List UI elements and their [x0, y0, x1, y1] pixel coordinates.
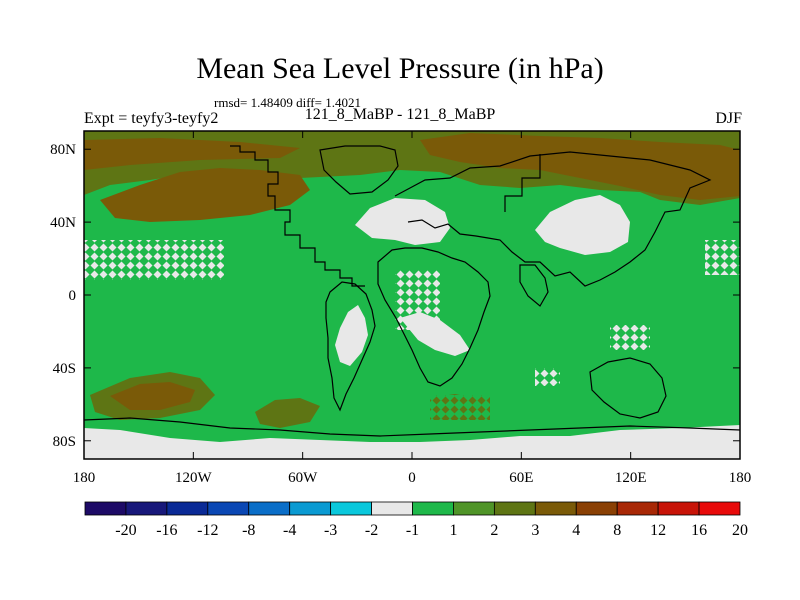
colorbar-label: 16 — [691, 522, 707, 539]
south-olive-speckle — [430, 395, 490, 420]
colorbar-label: 12 — [650, 522, 666, 539]
north-brown-region-1 — [420, 133, 740, 200]
center-subtitle: 121_8_MaBP - 121_8_MaBP — [304, 106, 496, 123]
madagascar-white-speckle — [535, 368, 560, 386]
colorbar-label: 1 — [449, 522, 457, 539]
colorbar-label: 2 — [490, 522, 498, 539]
south-america-white-patch — [335, 305, 368, 366]
north-brown-region-2 — [100, 168, 310, 222]
east-pacific-white-speckle — [705, 240, 740, 275]
colorbar-label: 20 — [732, 522, 748, 539]
colorbar-swatch — [575, 501, 618, 516]
y-tick-label: 40N — [50, 215, 76, 231]
x-tick-label: 60W — [288, 470, 318, 486]
colorbar-label: -12 — [197, 522, 218, 539]
north-america-outline — [230, 145, 365, 287]
eurasia-outline — [394, 151, 712, 287]
x-tick-label: 120E — [615, 470, 647, 486]
colorbar-swatch — [698, 501, 741, 516]
experiment-label: Expt = teyfy3-teyfy2 — [84, 110, 219, 127]
australia-outline — [589, 357, 667, 419]
y-tick-label: 80S — [53, 434, 76, 450]
south-atlantic-olive-region — [255, 398, 320, 428]
colorbar-label: -1 — [406, 522, 419, 539]
south-america-outline — [325, 281, 376, 412]
africa-outline — [377, 247, 491, 387]
colorbar-swatch — [330, 501, 372, 516]
colorbar-label: -16 — [156, 522, 177, 539]
plot-title: Mean Sea Level Pressure (in hPa) — [196, 52, 604, 85]
y-tick-label: 40S — [53, 361, 76, 377]
antarctic-white-band — [84, 425, 740, 459]
y-tick-label: 0 — [69, 288, 77, 304]
coastlines — [84, 145, 740, 437]
colorbar-label: -4 — [283, 522, 296, 539]
colorbar-swatch — [371, 501, 413, 516]
colorbar-swatch — [125, 501, 168, 516]
y-tick-label: 80N — [50, 142, 76, 158]
asia-inner-outline — [504, 154, 541, 212]
colorbar-swatch — [534, 501, 577, 516]
colorbar-label: -3 — [324, 522, 337, 539]
colorbar-swatch — [657, 501, 700, 516]
greenland-outline — [319, 145, 399, 195]
colorbar-label: 8 — [613, 522, 621, 539]
north-brown-region-3 — [84, 138, 300, 170]
south-pacific-brown-region — [110, 382, 195, 410]
x-tick-label: 180 — [729, 470, 752, 486]
colorbar-swatch — [166, 501, 209, 516]
colorbar-swatch — [248, 501, 291, 516]
map-panel — [84, 131, 740, 459]
asia-white-patch — [535, 195, 630, 255]
antarctica-outline — [84, 417, 740, 437]
colorbar-swatch — [289, 501, 332, 516]
x-tick-label: 60E — [509, 470, 533, 486]
colorbar-swatch — [207, 501, 250, 516]
x-tick-label: 120W — [175, 470, 213, 486]
india-outline — [519, 264, 549, 307]
colorbar-swatch — [616, 501, 659, 516]
colorbar-label: -8 — [242, 522, 255, 539]
colorbar: -20 -16 -12 -8 -4 -3 -2 -1 1 2 3 4 8 12 16 20 — [84, 501, 748, 539]
x-tick-label: 180 — [73, 470, 96, 486]
colorbar-swatch — [493, 501, 536, 516]
pacific-white-speckle — [84, 240, 224, 280]
axis-layer: 180 120W 60W 0 60E 120E 180 80N 40N 0 40S 80S — [50, 131, 751, 486]
colorbar-label: -2 — [365, 522, 378, 539]
colorbar-label: 3 — [531, 522, 539, 539]
colorbar-swatch — [453, 501, 495, 516]
stats-text: rmsd= 1.48409 diff= 1.4021 — [214, 95, 361, 110]
colorbar-label: 4 — [572, 522, 580, 539]
africa-white-patch — [400, 312, 470, 356]
europe-white-patch — [355, 198, 450, 245]
colorbar-label: -20 — [115, 522, 136, 539]
indian-ocean-white-speckle — [610, 325, 650, 350]
colorbar-swatch — [412, 501, 454, 516]
x-tick-label: 0 — [408, 470, 416, 486]
season-label: DJF — [715, 110, 742, 127]
colorbar-swatch — [84, 501, 127, 516]
